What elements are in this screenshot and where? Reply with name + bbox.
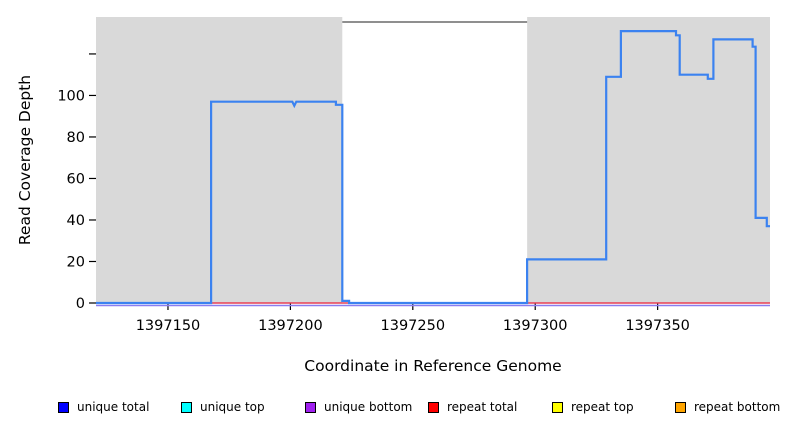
- y-tick-label: 60: [67, 171, 85, 187]
- legend-item-repeat-total: repeat total: [428, 397, 517, 417]
- x-tick-label: 1397350: [625, 318, 690, 334]
- series-coverage-depth: [96, 30, 770, 305]
- x-tick-label: 1397200: [258, 318, 323, 334]
- legend-label: unique bottom: [324, 400, 413, 414]
- legend-swatch-unique-total: [58, 401, 69, 413]
- coverage-plot-canvas: 1397150 1397200 1397250 1397300 1397350 0 20 40…: [16, 17, 770, 375]
- legend-item-unique-bottom: unique bottom: [305, 397, 412, 417]
- x-tick-label: 1397300: [503, 318, 568, 334]
- legend-swatch-unique-top: [181, 401, 192, 413]
- legend-item-repeat-top: repeat top: [552, 397, 634, 417]
- legend-label: repeat bottom: [694, 400, 781, 414]
- legend-swatch-unique-bottom: [305, 401, 316, 413]
- y-tick-label: 80: [67, 130, 85, 146]
- legend: unique total unique top unique bottom re…: [0, 397, 792, 419]
- legend-label: repeat top: [571, 400, 634, 414]
- y-tick-label: 40: [67, 213, 85, 229]
- legend-label: unique total: [77, 400, 150, 414]
- x-axis-title: Coordinate in Reference Genome: [304, 357, 561, 375]
- x-tick-label: 1397250: [381, 318, 446, 334]
- legend-item-unique-top: unique top: [181, 397, 265, 417]
- y-tick-label: 100: [57, 88, 85, 104]
- shaded-region: [527, 17, 770, 303]
- legend-label: repeat total: [447, 400, 518, 414]
- legend-label: unique top: [200, 400, 265, 414]
- legend-item-unique-total: unique total: [58, 397, 149, 417]
- coverage-plot: 1397150 1397200 1397250 1397300 1397350 0 20 40…: [16, 17, 770, 375]
- legend-item-repeat-bottom: repeat bottom: [675, 397, 780, 417]
- shaded-region: [96, 17, 343, 303]
- y-axis-title: Read Coverage Depth: [16, 75, 34, 245]
- legend-swatch-repeat-total: [428, 401, 439, 413]
- legend-swatch-repeat-top: [552, 401, 563, 413]
- x-tick-label: 1397150: [136, 318, 201, 334]
- y-tick-label: 0: [76, 296, 85, 312]
- legend-swatch-repeat-bottom: [675, 401, 686, 413]
- y-tick-label: 20: [67, 254, 85, 270]
